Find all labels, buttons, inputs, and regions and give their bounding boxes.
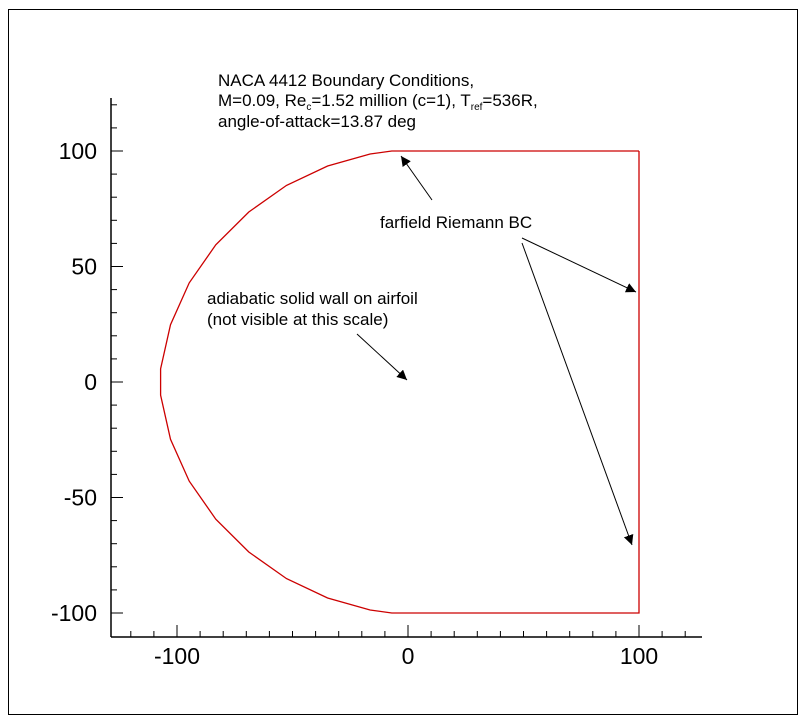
y-tick-label: 100 xyxy=(59,138,97,164)
title-sub-ref: ref xyxy=(471,102,483,113)
y-tick-label: 50 xyxy=(71,254,97,280)
title-line-3: angle-of-attack=13.87 deg xyxy=(218,112,416,131)
farfield-arrow-right xyxy=(521,237,637,293)
title-line-2-b: =1.52 million (c=1), T xyxy=(311,91,470,110)
x-tick-label: 100 xyxy=(620,643,658,669)
farfield-arrow-top xyxy=(400,155,433,201)
axis-tick-labels: 100 50 0 -50 -100 -100 0 100 xyxy=(51,138,658,669)
title-line-2: M=0.09, Rec=1.52 million (c=1), Tref=536… xyxy=(218,91,538,113)
farfield-arrow-bottom xyxy=(521,242,634,546)
title-line-2-a: M=0.09, Re xyxy=(218,91,306,110)
wall-label-line-2: (not visible at this scale) xyxy=(207,310,388,329)
title-line-1: NACA 4412 Boundary Conditions, xyxy=(218,71,474,90)
y-tick-label: -100 xyxy=(51,600,97,626)
figure-frame xyxy=(8,9,798,715)
y-tick-label: 0 xyxy=(84,369,97,395)
y-tick-label: -50 xyxy=(64,485,97,511)
wall-label-line-1: adiabatic solid wall on airfoil xyxy=(207,289,418,308)
title-sub-c: c xyxy=(306,102,311,113)
title-line-2-c: =536R, xyxy=(482,91,537,110)
x-tick-label: 0 xyxy=(402,643,415,669)
domain-boundary xyxy=(159,150,640,614)
wall-arrow xyxy=(356,333,408,381)
farfield-label: farfield Riemann BC xyxy=(380,213,532,232)
axis-ticks xyxy=(111,104,686,637)
x-tick-label: -100 xyxy=(154,643,200,669)
